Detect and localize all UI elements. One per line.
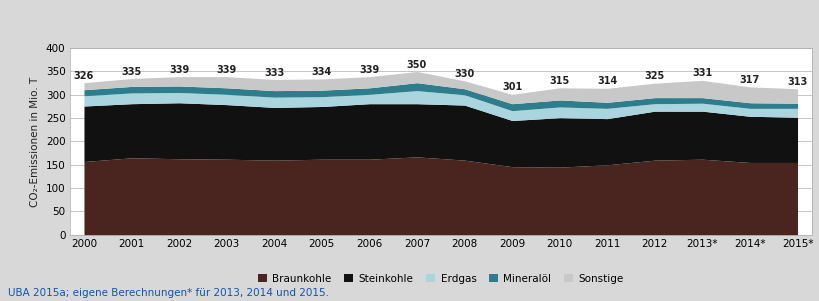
Y-axis label: CO₂-Emissionen in Mio. T: CO₂-Emissionen in Mio. T (30, 76, 40, 206)
Text: 339: 339 (216, 65, 237, 75)
Text: 301: 301 (501, 82, 522, 92)
Text: UBA 2015a; eigene Berechnungen* für 2013, 2014 und 2015.: UBA 2015a; eigene Berechnungen* für 2013… (8, 288, 328, 298)
Text: 326: 326 (74, 71, 94, 81)
Text: 334: 334 (311, 67, 332, 77)
Legend: Braunkohle, Steinkohle, Erdgas, Mineralöl, Sonstige: Braunkohle, Steinkohle, Erdgas, Mineralö… (257, 274, 623, 284)
Text: 350: 350 (406, 60, 427, 70)
Text: 314: 314 (596, 76, 617, 86)
Text: 330: 330 (454, 69, 474, 79)
Text: 313: 313 (786, 77, 807, 87)
Text: 325: 325 (644, 71, 664, 81)
Text: 331: 331 (691, 69, 712, 79)
Text: 317: 317 (739, 75, 759, 85)
Text: 339: 339 (169, 65, 189, 75)
Text: 335: 335 (121, 67, 142, 77)
Text: 333: 333 (264, 67, 284, 78)
Text: 315: 315 (549, 76, 569, 86)
Text: 339: 339 (359, 65, 379, 75)
